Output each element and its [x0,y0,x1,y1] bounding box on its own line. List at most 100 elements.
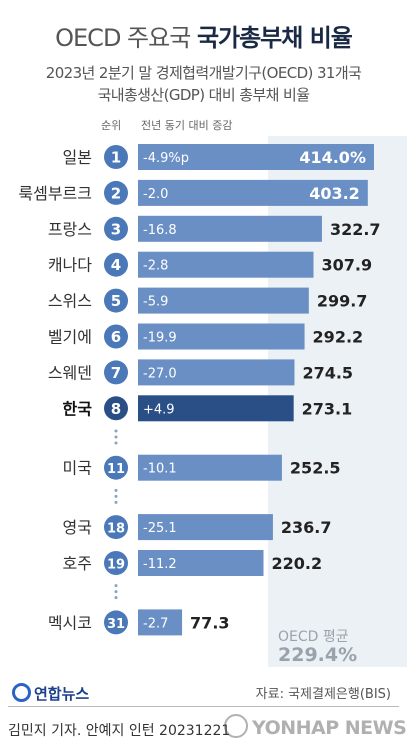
rank-number: 8 [111,400,121,418]
ellipsis-dot [114,500,118,504]
rank-number: 31 [107,617,125,632]
country-label: 캐나다 [48,256,92,275]
rank-badge [104,360,128,385]
bar-6 [138,323,305,350]
rank-number: 4 [111,256,121,274]
bar-1 [138,144,374,170]
subtitle-line-2: 국내총생산(GDP) 대비 총부채 비율 [97,86,310,104]
bar-8 [138,395,294,422]
rank-number: 7 [111,364,121,382]
country-label: 한국 [63,399,93,418]
change-label: -11.2 [143,557,177,572]
logo-text: 연합뉴스 [34,685,90,703]
title-bold: 국가총부채 비율 [196,24,353,52]
ellipsis-dot [114,590,118,594]
chart-title: OECD 주요국 국가총부채 비율 [0,18,407,53]
ellipsis-dot [114,435,118,439]
country-label: 일본 [63,148,92,167]
rank-number: 1 [111,149,121,167]
rank-number: 18 [107,522,125,537]
change-column-header: 전년 동기 대비 증감 [141,119,233,132]
value-label: 414.0% [299,148,366,167]
rank-column-header: 순위 [101,119,122,132]
country-label: 스웨덴 [48,363,92,382]
ellipsis-dot [114,488,118,492]
bar-10 [138,514,273,541]
ellipsis-dot [114,429,118,433]
change-label: -2.8 [143,259,168,274]
change-label: -2.0 [143,187,168,202]
country-label: 룩셈부르크 [18,184,92,203]
change-label: -16.8 [143,223,177,238]
value-label: 307.9 [322,256,373,275]
yonhap-logo: 연합뉴스 [12,683,89,704]
change-label: -25.1 [143,521,177,536]
bar-3 [138,215,322,242]
bar-2 [138,179,368,206]
value-label: 220.2 [272,554,323,573]
rank-badge [104,455,128,480]
oecd-average-label: OECD 평균 [278,629,349,645]
ellipsis-dot [114,584,118,588]
rank-badge [104,396,128,421]
rank-number: 3 [111,220,121,238]
subtitle-line-1: 2023년 2분기 말 경제협력개발기구(OECD) 31개국 [45,64,362,82]
rank-number: 19 [107,558,125,573]
country-label: 미국 [63,459,92,478]
country-label: 벨기에 [48,328,92,347]
value-label: 403.2 [309,184,360,203]
change-label: -27.0 [143,366,177,381]
country-label: 영국 [63,518,92,537]
rank-badge [104,515,128,540]
value-label: 77.3 [190,613,229,632]
rank-badge [104,551,128,575]
bar-12 [138,609,183,636]
bar-9 [138,454,282,481]
bar-7 [138,359,295,386]
bar-5 [138,287,309,314]
value-label: 322.7 [330,220,381,239]
bar-chart: 일본 1 -4.9%p 414.0% 룩셈부르크 2 -2.0 403.2 프랑스 3 -16.8 3… [18,144,381,636]
change-label: -19.9 [143,331,177,346]
value-label: 273.1 [302,399,353,418]
value-label: 299.7 [317,292,368,311]
rank-badge [104,180,128,205]
change-label: -5.9 [143,295,168,310]
country-label: 스위스 [48,292,92,311]
ellipsis-dot [114,494,118,498]
value-label: 252.5 [290,459,341,478]
rank-number: 5 [111,292,121,310]
rank-number: 11 [107,462,125,477]
bar-11 [138,550,264,576]
value-label: 236.7 [281,518,332,537]
change-label: +4.9 [143,402,175,417]
watermark-circle-icon [224,714,248,738]
oecd-average-value: 229.4% [278,644,358,666]
change-label: -10.1 [143,462,177,477]
source-note: 자료: 국제결제은행(BIS) [255,687,391,702]
value-label: 274.5 [302,363,353,382]
watermark: YONHAP NEWS [224,714,407,739]
watermark-text: YONHAP NEWS [252,717,407,739]
rank-badge [104,324,128,349]
ellipsis-dot [114,441,118,445]
country-label: 멕시코 [48,613,92,632]
rank-badge [104,252,128,277]
byline: 김민지 기자. 안예지 인턴 20231221 [8,723,231,739]
country-label: 프랑스 [48,220,92,239]
rank-badge [104,216,128,241]
logo-ring-icon [12,683,31,702]
country-label: 호주 [63,554,92,573]
rank-badge [104,288,128,313]
rank-number: 2 [111,184,121,202]
rank-badge [104,610,128,635]
rank-badge [104,145,128,169]
rank-number: 6 [111,328,121,346]
title-light: OECD 주요국 [55,24,191,52]
chart-subtitle: 2023년 2분기 말 경제협력개발기구(OECD) 31개국 국내총생산(GD… [0,62,407,106]
footer-divider [8,706,399,707]
value-label: 292.2 [313,328,364,347]
change-label: -4.9%p [143,151,189,166]
change-label: -2.7 [143,616,168,631]
bar-4 [138,251,314,278]
